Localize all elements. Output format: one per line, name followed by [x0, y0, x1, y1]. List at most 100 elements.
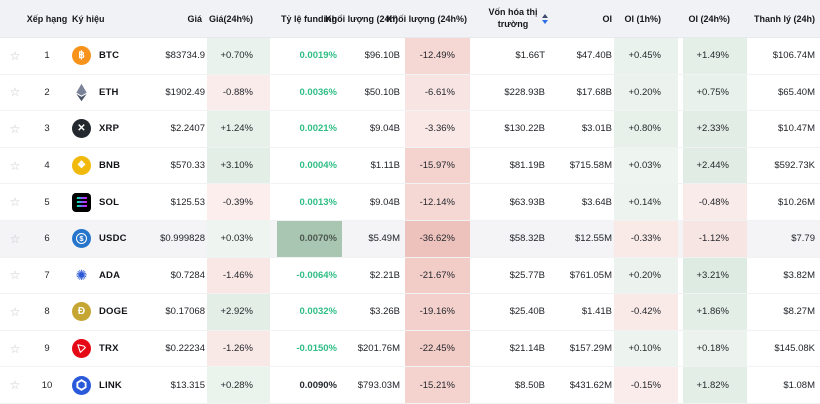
sort-arrows-icon[interactable] — [542, 13, 548, 24]
liquidation-24h-cell: $592.73K — [774, 160, 815, 172]
header-funding-rate[interactable]: Tỷ lệ funding — [281, 13, 337, 24]
star-icon[interactable]: ☆ — [9, 304, 21, 319]
price-24h-pct-cell: +1.24% — [207, 111, 270, 147]
price-cell: $0.22234 — [165, 343, 205, 355]
liquidation-24h-cell: $10.26M — [778, 196, 815, 208]
favorite-cell: ☆ — [0, 75, 30, 111]
header-volume-24h[interactable]: Khối lượng (24h) — [325, 13, 398, 24]
market-cap-cell: $25.40B — [509, 306, 545, 318]
star-icon[interactable]: ☆ — [9, 195, 21, 210]
table-row-eth: ☆ 2 ETH $1902.49 -0.88% 0.0036% $50.10B -6.61% $… — [0, 74, 820, 112]
oi-24h-pct-cell: +1.86% — [678, 294, 747, 330]
header-market-cap[interactable]: Vốn hóa thị trường — [470, 7, 550, 30]
price-cell: $570.33 — [170, 160, 205, 172]
header-liquidation-24h[interactable]: Thanh lý (24h) — [753, 13, 815, 24]
favorite-cell: ☆ — [0, 221, 30, 257]
market-cap-cell: $58.32B — [509, 233, 545, 245]
symbol-cell[interactable]: SOL — [64, 184, 156, 220]
table-row-xrp: ☆ 3 ✕ XRP $2.2407 +1.24% 0.0021% $9.04B -3.36% $1… — [0, 111, 820, 148]
volume-24h-pct-cell: -6.61% — [403, 74, 470, 111]
header-symbol[interactable]: Ký hiệu — [72, 13, 105, 24]
price-24h-pct-cell: +2.92% — [207, 294, 270, 330]
rank-cell: 7 — [44, 269, 50, 281]
funding-rate-cell: 0.0013% — [299, 196, 337, 208]
volume-24h-cell: $9.04B — [369, 196, 400, 208]
oi-1h-pct-cell: -0.15% — [614, 367, 678, 403]
doge-icon: Ð — [72, 302, 91, 322]
symbol-cell[interactable]: ❖ BNB — [64, 148, 156, 184]
price-24h-pct-cell: +3.10% — [207, 147, 270, 184]
header-oi[interactable]: OI — [602, 13, 612, 24]
symbol-cell[interactable]: TRX — [64, 331, 156, 367]
liquidation-24h-cell: $8.27M — [783, 306, 815, 318]
sort-down-icon — [542, 19, 548, 24]
price-cell: $2.2407 — [170, 123, 205, 135]
star-icon[interactable]: ☆ — [9, 341, 21, 356]
volume-24h-cell: $201.76M — [357, 343, 400, 355]
price-24h-pct-cell: -1.46% — [207, 257, 270, 294]
rank-cell: 3 — [44, 123, 50, 135]
volume-24h-pct-cell: -21.67% — [403, 257, 470, 294]
price-cell: $13.315 — [170, 379, 205, 391]
table-row-ada: ☆ 7 ✺ ADA $0.7284 -1.46% -0.0064% $2.21B -21.67%… — [0, 257, 820, 295]
star-icon[interactable]: ☆ — [9, 378, 21, 393]
liquidation-24h-cell: $7.79 — [791, 233, 815, 245]
market-cap-cell: $8.50B — [514, 379, 545, 391]
rank-cell: 8 — [44, 306, 50, 318]
star-icon[interactable]: ☆ — [9, 268, 21, 283]
oi-24h-pct-cell: +0.18% — [678, 330, 747, 367]
symbol-cell[interactable]: LINK — [64, 367, 156, 403]
price-cell: $1902.49 — [165, 86, 205, 98]
ada-icon: ✺ — [75, 267, 88, 284]
star-icon[interactable]: ☆ — [9, 48, 21, 63]
favorite-cell: ☆ — [0, 184, 30, 220]
oi-cell: $12.55M — [575, 233, 612, 245]
symbol-cell[interactable]: $ USDC — [64, 221, 156, 257]
symbol-cell[interactable]: ETH — [64, 75, 156, 111]
volume-24h-pct-cell: -15.97% — [403, 147, 470, 184]
star-icon[interactable]: ☆ — [9, 231, 21, 246]
liquidation-24h-cell: $1.08M — [783, 379, 815, 391]
oi-1h-pct-cell: -0.33% — [614, 220, 678, 257]
header-volume-24h-pct[interactable]: Khối lượng (24h%) — [386, 13, 467, 24]
price-cell: $0.7284 — [170, 269, 205, 281]
header-rank[interactable]: Xếp hạng — [26, 13, 68, 24]
star-icon[interactable]: ☆ — [9, 158, 21, 173]
header-price-24h-pct[interactable]: Giá(24h%) — [208, 13, 253, 24]
liquidation-24h-cell: $65.40M — [778, 86, 815, 98]
oi-1h-pct-cell: +0.14% — [614, 184, 678, 220]
oi-24h-pct-cell: +1.82% — [678, 367, 747, 403]
link-icon — [72, 375, 91, 395]
coin-symbol: BTC — [99, 50, 120, 62]
star-icon[interactable]: ☆ — [9, 121, 21, 136]
table-header: Xếp hạng Ký hiệu Giá Giá(24h%) Tỷ lệ fun… — [0, 0, 820, 38]
eth-icon — [72, 83, 91, 102]
funding-rate-cell: -0.0064% — [296, 269, 337, 281]
header-oi-1h-pct[interactable]: OI (1h%) — [624, 13, 661, 24]
symbol-cell[interactable]: ✺ ADA — [64, 258, 156, 294]
volume-24h-pct-cell: -3.36% — [403, 111, 470, 147]
header-market-cap-label: Vốn hóa thị trường — [488, 6, 538, 29]
liquidation-24h-cell: $145.08K — [774, 343, 815, 355]
symbol-cell[interactable]: ฿ BTC — [64, 38, 156, 74]
header-price[interactable]: Giá — [187, 13, 202, 24]
volume-24h-cell: $1.11B — [370, 160, 400, 172]
favorite-cell: ☆ — [0, 258, 30, 294]
coin-symbol: TRX — [99, 343, 119, 355]
symbol-cell[interactable]: ✕ XRP — [64, 111, 156, 147]
symbol-cell[interactable]: Ð DOGE — [64, 294, 156, 330]
header-oi-24h-pct[interactable]: OI (24h%) — [688, 13, 730, 24]
table-body: ☆ 1 ฿ BTC $83734.9 +0.70% 0.0019% $96.10B -12.49… — [0, 38, 820, 404]
table-row-btc: ☆ 1 ฿ BTC $83734.9 +0.70% 0.0019% $96.10B -12.49… — [0, 38, 820, 75]
bnb-icon: ❖ — [72, 156, 91, 176]
oi-1h-pct-cell: +0.45% — [614, 38, 678, 74]
market-cap-cell: $1.66T — [515, 50, 545, 62]
oi-cell: $431.62M — [569, 379, 612, 391]
table-row-usdc: ☆ 6 $ USDC $0.999828 +0.03% 0.0070% $5.49M -36.6… — [0, 220, 820, 258]
star-icon[interactable]: ☆ — [9, 85, 21, 100]
market-cap-cell: $25.77B — [509, 269, 545, 281]
price-24h-pct-cell: -1.26% — [207, 330, 270, 367]
oi-24h-pct-cell: +2.33% — [678, 111, 747, 147]
volume-24h-cell: $3.26B — [369, 306, 400, 318]
coin-symbol: USDC — [99, 233, 127, 245]
